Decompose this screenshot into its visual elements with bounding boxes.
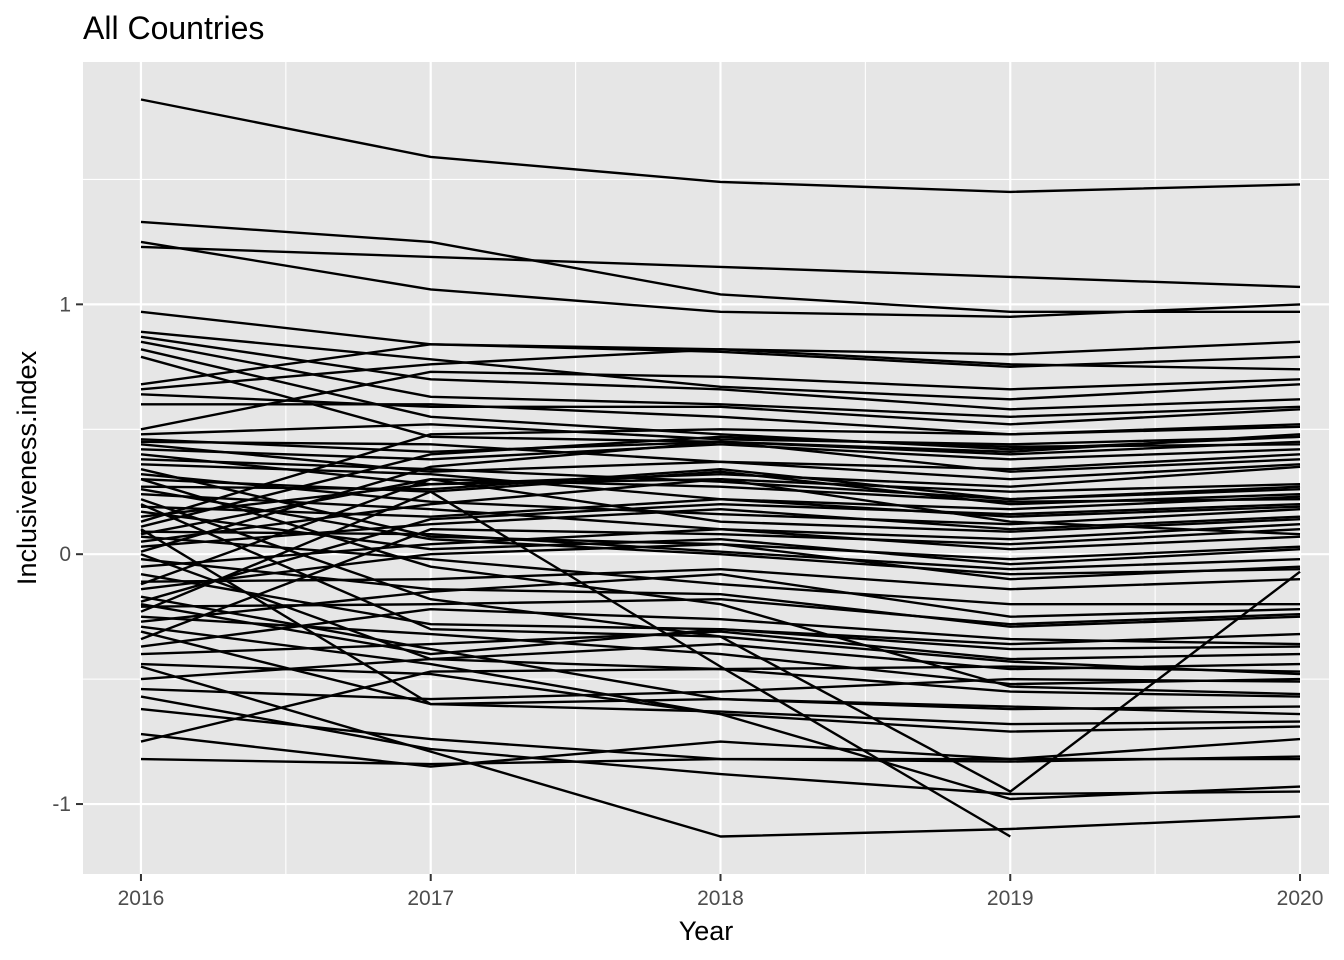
x-tick-label: 2020 [1277, 887, 1324, 910]
y-axis: 1 0 -1 [52, 293, 83, 816]
series-line-8 [140, 340, 1301, 418]
series-line-15 [140, 370, 1301, 431]
x-axis-title: Year [679, 916, 734, 946]
series-line-71 [140, 478, 1301, 536]
x-tick-label: 2018 [697, 887, 744, 910]
series-line-49 [140, 573, 1301, 623]
series-line-53 [140, 608, 1301, 648]
series-line-67 [140, 553, 1301, 698]
y-tick-label: 0 [59, 543, 71, 566]
series-line-3 [140, 240, 1301, 318]
series-line-69 [140, 440, 1301, 481]
series-line-24 [140, 473, 1301, 526]
series-line-7 [140, 335, 1301, 411]
series-line-1 [140, 98, 1301, 194]
series-line-42 [140, 568, 1301, 591]
series-line-66 [140, 528, 1301, 726]
series-line-11 [140, 343, 1301, 386]
series-line-13 [140, 393, 1301, 426]
series-line-33 [140, 435, 1301, 528]
y-tick-label: 1 [59, 293, 71, 316]
series-line-60 [140, 732, 1301, 768]
chart-title: All Countries [83, 10, 264, 46]
series-line-32 [140, 425, 1301, 523]
series-line-4 [140, 245, 1301, 289]
series-line-65 [140, 478, 1011, 838]
series-line-72 [140, 603, 1301, 656]
series-line-62 [140, 757, 1300, 766]
series-line-54 [140, 630, 1301, 661]
series-lines [140, 98, 1301, 838]
series-line-16 [140, 423, 1301, 446]
series-line-38 [140, 440, 1301, 553]
x-tick-label: 2019 [987, 887, 1034, 910]
series-line-55 [140, 662, 1301, 733]
series-line-34 [140, 530, 1301, 571]
series-line-6 [140, 330, 1301, 401]
series-line-30 [140, 510, 1301, 566]
series-line-48 [140, 615, 1301, 686]
series-line-19 [140, 443, 1301, 461]
series-line-70 [140, 488, 1301, 576]
y-axis-title: Inclusiveness.index [12, 350, 42, 585]
x-tick-label: 2017 [407, 887, 454, 910]
series-line-68 [140, 478, 1301, 586]
series-line-51 [140, 630, 1301, 716]
x-axis: 2016 2017 2018 2019 2020 [118, 874, 1324, 910]
x-tick-label: 2016 [118, 887, 165, 910]
series-line-45 [140, 503, 1301, 603]
series-line-12 [140, 348, 1301, 391]
y-tick-label: -1 [52, 793, 71, 816]
series-line-40 [140, 528, 1301, 568]
series-line-46 [140, 598, 1301, 626]
series-line-63 [140, 503, 1301, 793]
series-line-64 [140, 665, 1301, 838]
series-line-20 [140, 453, 1301, 488]
series-line-52 [140, 528, 1301, 641]
series-line-58 [140, 695, 1301, 796]
